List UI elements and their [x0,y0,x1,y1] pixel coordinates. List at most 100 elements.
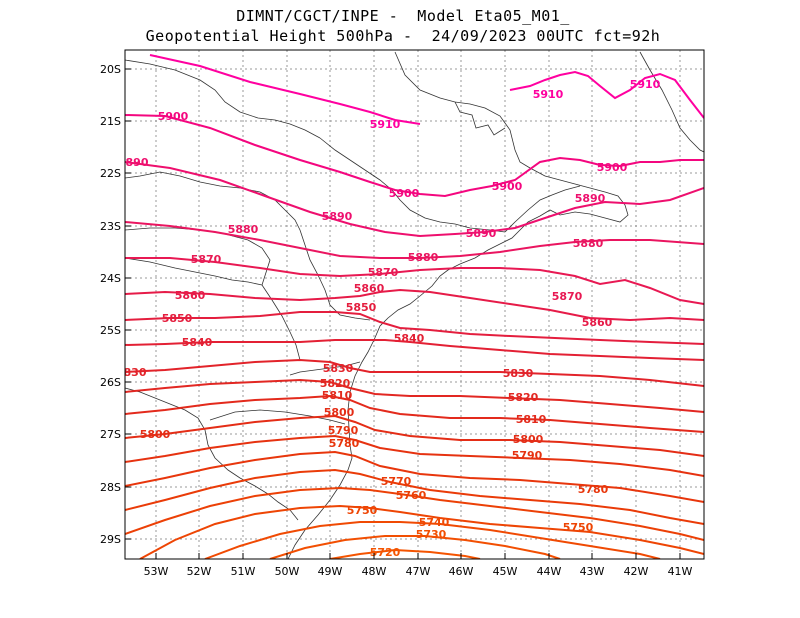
contour-label: 5730 [416,528,447,541]
contour-label: 5910 [370,118,401,131]
contour-5900 [125,114,704,198]
contour-lines [125,54,704,559]
lon-label-44W: 44W [537,565,562,578]
contour-5830 [125,358,704,387]
contour-label: 5750 [347,504,378,517]
contour-label: 5870 [191,253,222,266]
lon-label-50W: 50W [275,565,300,578]
contour-5870 [125,257,704,305]
river-parana [261,284,301,361]
contour-label: 5850 [162,312,193,325]
contour-5810 [125,394,704,433]
contour-5750 [139,504,704,559]
contour-5890 [125,161,704,238]
lon-label-45W: 45W [493,565,518,578]
contour-label: 5720 [370,546,401,559]
border-paraguay [125,257,263,286]
lat-label-22S: 22S [100,167,121,180]
contour-label: 5780 [578,483,609,496]
lon-label-53W: 53W [144,565,169,578]
y-tick-labels: 20S 21S 22S 23S 24S 25S 26S 27S 28S 29S [100,63,121,546]
contour-label: 5900 [597,161,628,174]
lon-label-42W: 42W [624,565,649,578]
contour-5910 [149,54,704,125]
lon-label-43W: 43W [580,565,605,578]
contour-label: 5810 [516,413,547,426]
contour-label: 5800 [513,433,544,446]
contour-labels: 5910 5910 5910 5900 5900 5900 5900 890 5… [124,78,661,559]
chart-title-line1: DIMNT/CGCT/INPE - Model Eta05_M01_ [236,7,570,25]
gridlines [125,50,704,559]
border-argentina [125,387,299,521]
chart-title-line2: Geopotential Height 500hPa - 24/09/2023 … [145,27,661,45]
contour-label: 5910 [630,78,661,91]
contour-label: 5870 [368,266,399,279]
contour-label: 5880 [228,223,259,236]
contour-label: 5770 [381,475,412,488]
contour-label: 5800 [140,428,171,441]
contour-5800 [125,414,704,457]
lon-label-49W: 49W [318,565,343,578]
contour-label: 5830 [503,367,534,380]
state-border-pr-sc [289,361,361,376]
contour-label: 5790 [328,424,359,437]
contour-label: 5840 [182,336,213,349]
contour-label: 5760 [396,489,427,502]
contour-label: 890 [126,156,149,169]
contour-label: 5890 [322,210,353,223]
plot-frame [124,49,705,560]
state-border-mg-es [504,185,581,233]
contour-label: 5860 [354,282,385,295]
contour-label: 5880 [408,251,439,264]
contour-5860 [125,288,704,322]
contour-label: 5900 [158,110,189,123]
contour-label: 5750 [563,521,594,534]
contour-label: 5900 [492,180,523,193]
contour-label: 5800 [324,406,355,419]
coast-bays [454,101,506,136]
contour-5780 [125,450,704,503]
contour-5790 [125,434,704,477]
y-axis [125,68,131,540]
state-border-sp-pr [125,171,371,321]
lat-label-28S: 28S [100,481,121,494]
contour-5740 [204,521,661,559]
lat-label-26S: 26S [100,376,121,389]
contour-label: 5850 [346,301,377,314]
lon-label-52W: 52W [187,565,212,578]
contour-label: 5830 [323,362,354,375]
state-border-mg-sp [319,137,506,233]
lat-label-20S: 20S [100,63,121,76]
contour-label: 5900 [389,187,420,200]
contour-5720 [329,548,481,559]
contour-5820 [125,378,704,413]
contour-5850 [125,311,704,345]
contour-5730 [269,535,561,559]
contour-label: 5820 [508,391,539,404]
contour-label: 5860 [175,289,206,302]
contour-label: 5890 [466,227,497,240]
lat-label-25S: 25S [100,324,121,337]
contour-label: 5810 [322,389,353,402]
coastline-northeast [639,51,704,153]
lon-label-46W: 46W [449,565,474,578]
contour-5840 [125,339,704,361]
lon-label-51W: 51W [231,565,256,578]
contour-label: 5910 [533,88,564,101]
lon-label-48W: 48W [362,565,387,578]
coastline [287,51,629,559]
contour-5770 [125,468,704,525]
lat-label-21S: 21S [100,115,121,128]
lon-label-47W: 47W [406,565,431,578]
contour-5880 [125,221,704,259]
contour-label: 5890 [575,192,606,205]
lon-label-41W: 41W [668,565,693,578]
lat-label-27S: 27S [100,428,121,441]
x-tick-labels: 53W 52W 51W 50W 49W 48W 47W 46W 45W 44W … [144,565,693,578]
contour-label: 5880 [573,237,604,250]
contour-label: 830 [124,366,147,379]
state-border-sc-rs [209,409,346,425]
contour-label: 5780 [329,437,360,450]
contour-label: 5740 [419,516,450,529]
